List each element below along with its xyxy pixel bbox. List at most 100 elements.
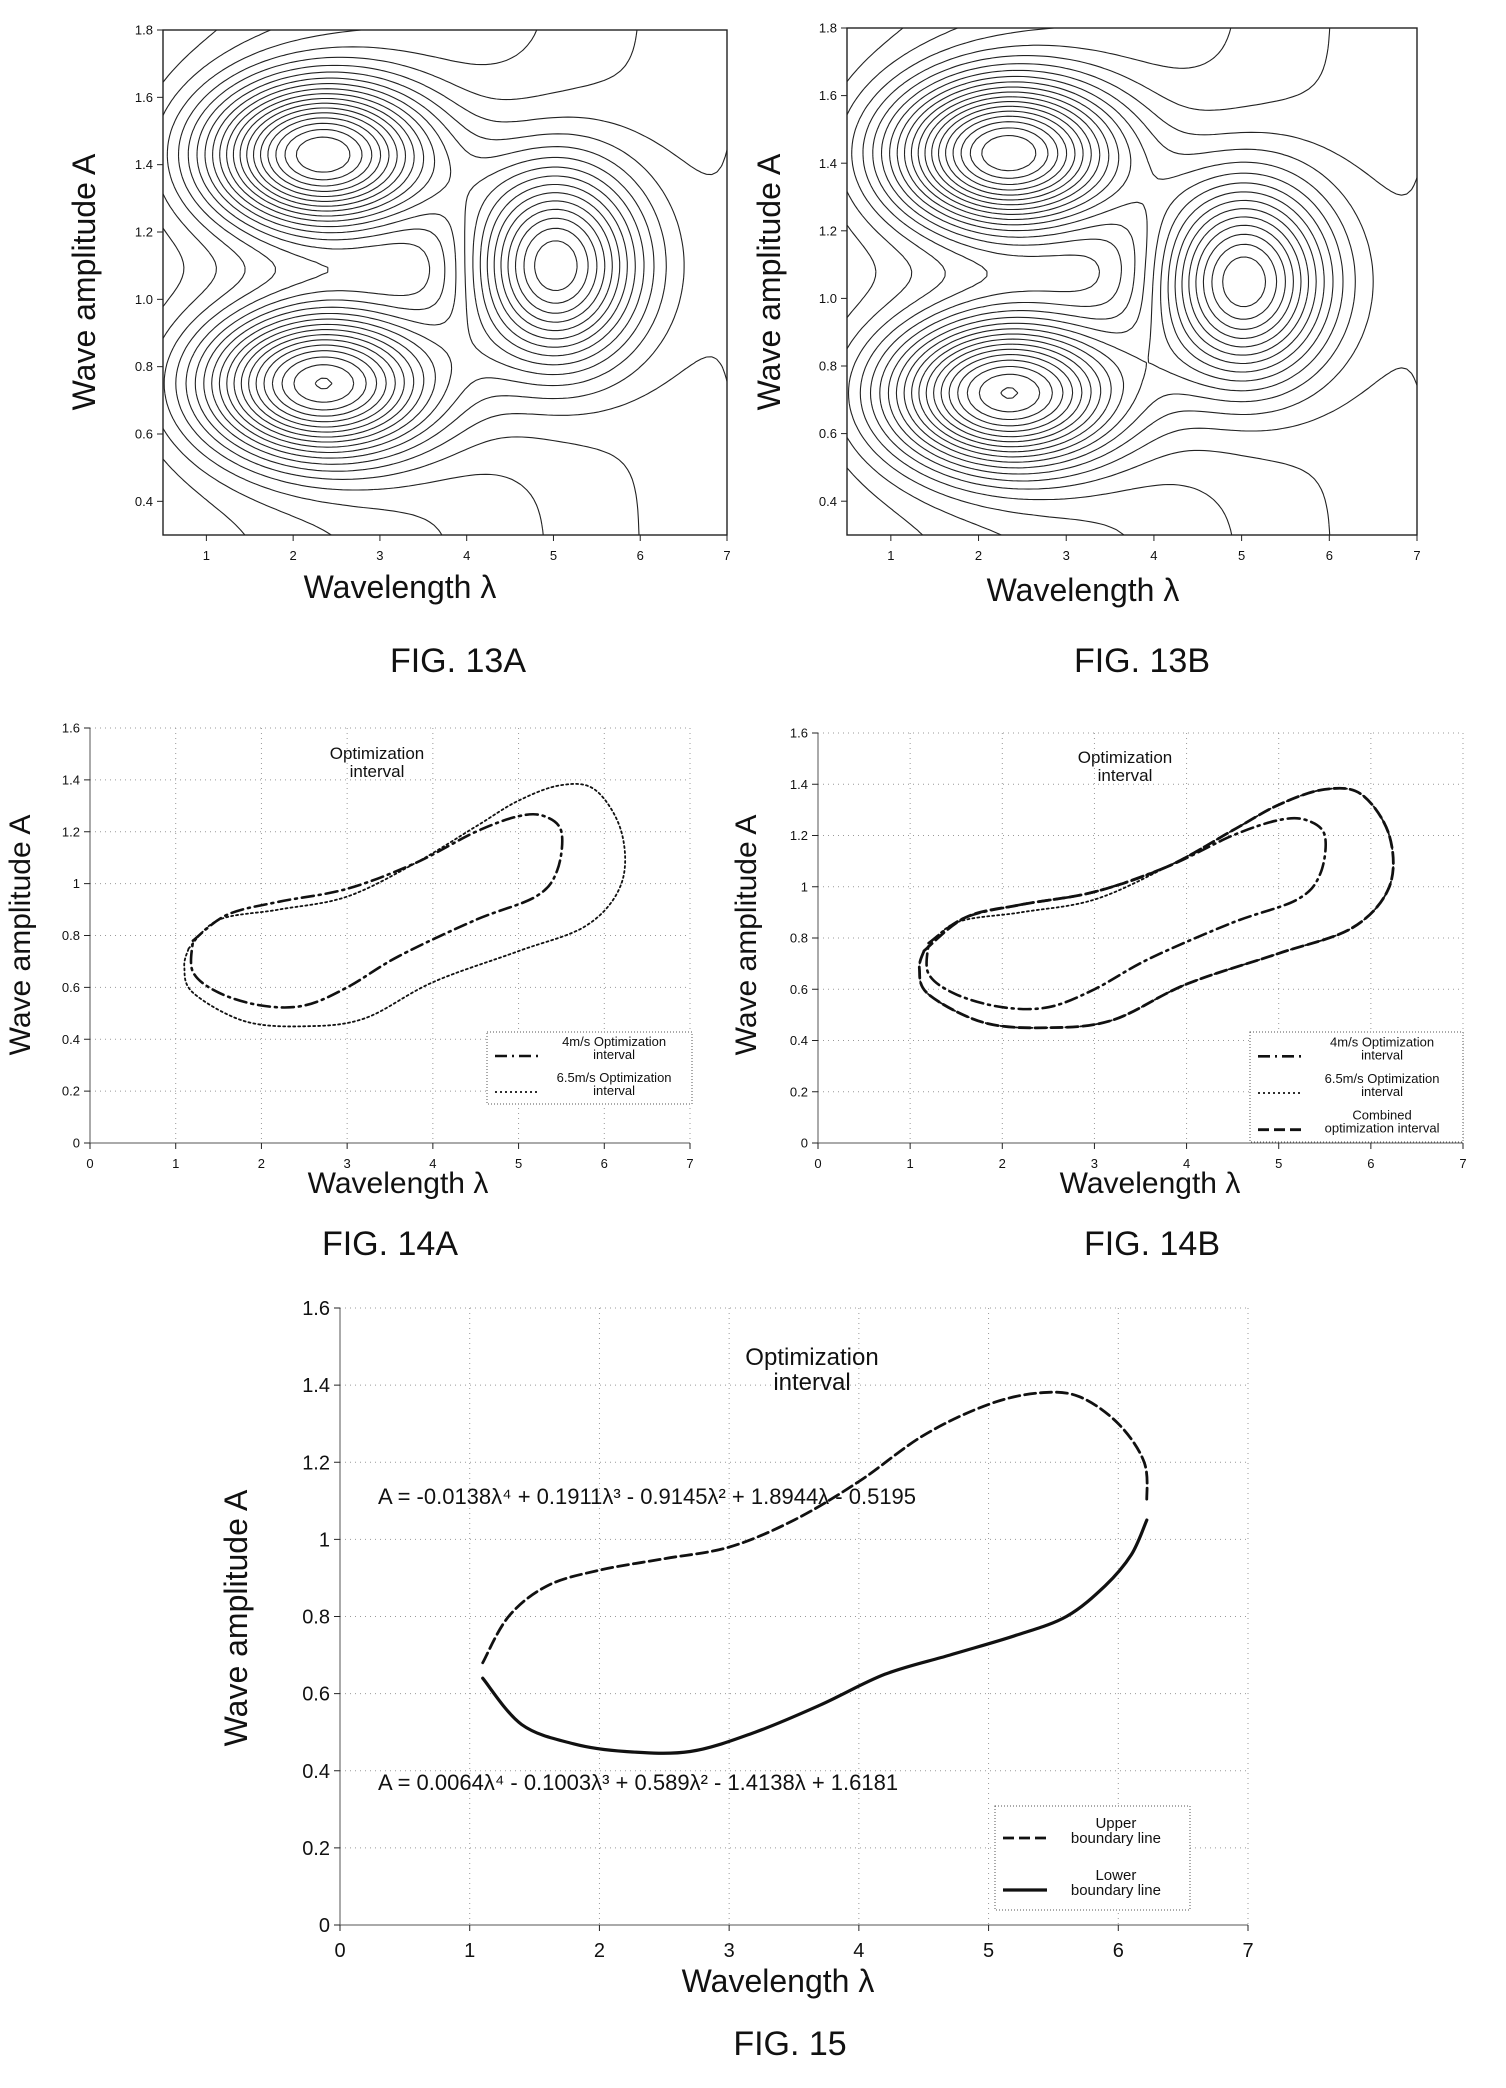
legend-label: interval	[593, 1047, 635, 1062]
legend-label: interval	[1361, 1047, 1403, 1062]
x-tick-label: 5	[1238, 548, 1245, 563]
y-axis-label: Wave amplitude A	[730, 815, 763, 1056]
x-tick-label: 3	[1063, 548, 1070, 563]
y-tick-label: 1.4	[62, 772, 80, 787]
contour-line	[239, 97, 628, 438]
x-tick-label: 5	[515, 1156, 522, 1171]
series-line	[183, 782, 627, 1028]
y-tick-label: 1	[801, 879, 808, 894]
legend-label: boundary line	[1071, 1882, 1161, 1899]
y-tick-label: 0.8	[62, 928, 80, 943]
y-tick-label: 1.0	[819, 291, 837, 306]
contour-line	[910, 86, 1334, 458]
x-tick-label: 4	[1183, 1156, 1190, 1171]
x-tick-label: 6	[1113, 1940, 1124, 1962]
x-tick-label: 1	[907, 1156, 914, 1171]
contour-line	[960, 121, 1278, 421]
contour-line	[295, 136, 351, 390]
x-tick-label: 4	[853, 1940, 864, 1962]
y-tick-label: 0.4	[790, 1033, 808, 1048]
x-tick-label: 7	[1459, 1156, 1466, 1171]
y-tick-label: 0.4	[302, 1761, 330, 1783]
y-tick-label: 1	[319, 1529, 330, 1551]
optimization-annotation: Optimization	[1078, 748, 1172, 767]
x-axis-label: Wavelength λ	[987, 572, 1180, 608]
y-tick-label: 1	[73, 876, 80, 891]
series-line	[925, 816, 1327, 1011]
legend-label: Upper	[1095, 1815, 1136, 1832]
legend-label: optimization interval	[1325, 1121, 1440, 1136]
y-tick-label: 1.2	[135, 225, 153, 240]
y-tick-label: 0.4	[819, 494, 837, 509]
y-tick-label: 1.4	[790, 777, 808, 792]
y-tick-label: 1.2	[819, 223, 837, 238]
x-tick-label: 2	[290, 548, 297, 563]
x-tick-label: 5	[550, 548, 557, 563]
x-tick-label: 3	[1091, 1156, 1098, 1171]
x-tick-label: 0	[86, 1156, 93, 1171]
plot-frame	[846, 27, 1418, 536]
contour-line	[163, 30, 332, 535]
y-tick-label: 1.0	[135, 292, 153, 307]
contour-line	[879, 63, 1417, 482]
contour-line	[163, 30, 246, 535]
chart-14b: 0 1 2 3 4 5 6 7 0 0.2 0.4 0.6 0.8 1 1.2 1.4 1.6 Wavelengt…	[730, 726, 1467, 1263]
optimization-annotation: interval	[773, 1369, 850, 1396]
fit-equation: A = 0.0064λ⁴ - 0.1003λ³ + 0.589λ² - 1.41…	[378, 1770, 898, 1795]
contour-line	[945, 110, 1294, 432]
y-tick-label: 1.2	[790, 828, 808, 843]
contour-line	[895, 75, 1356, 469]
y-tick-label: 0.8	[302, 1607, 330, 1629]
figure-caption: FIG. 14B	[1084, 1225, 1220, 1263]
y-tick-label: 1.6	[135, 90, 153, 105]
contour-line	[931, 100, 1310, 443]
chart-13a: 1 2 3 4 5 6 7 0.4 0.6 0.8 1.0 1.2 1.4 1.6 1.8 Wavelengt…	[66, 23, 731, 680]
x-tick-label: 5	[1275, 1156, 1282, 1171]
y-axis-label: Wave amplitude A	[218, 1489, 254, 1746]
contour-line	[267, 117, 598, 417]
chart-15: 0 1 2 3 4 5 6 7 0 0.2 0.4 0.6 0.8 1 1.2 1.4 1.6 Wavelengt…	[218, 1298, 1254, 2063]
y-tick-label: 1.8	[819, 21, 837, 36]
contour-line	[859, 28, 1233, 535]
contour-line	[218, 83, 655, 454]
y-tick-label: 1.8	[135, 23, 153, 38]
x-tick-label: 6	[1367, 1156, 1374, 1171]
legend-label: 6.5m/s Optimization	[1325, 1071, 1440, 1086]
x-tick-label: 6	[637, 548, 644, 563]
chart-14a: 0 1 2 3 4 5 6 7 0 0.2 0.4 0.6 0.8 1 1.2 1.4 1.6 Wavelengt…	[4, 721, 694, 1263]
x-tick-label: 4	[463, 548, 470, 563]
contour-line	[185, 30, 640, 535]
x-tick-label: 3	[376, 548, 383, 563]
contour-line	[163, 30, 443, 535]
legend-box	[1249, 1031, 1464, 1143]
y-tick-label: 1.6	[302, 1298, 330, 1320]
y-tick-label: 1.4	[302, 1375, 330, 1397]
x-tick-label: 4	[1150, 548, 1157, 563]
contour-line	[232, 93, 636, 443]
x-tick-label: 2	[975, 548, 982, 563]
y-tick-label: 1.4	[819, 156, 837, 171]
legend-label: 4m/s Optimization	[562, 1034, 666, 1049]
plot-frame	[162, 29, 728, 536]
series-line	[189, 812, 564, 1009]
contour-line	[952, 115, 1286, 427]
y-tick-label: 1.6	[62, 721, 80, 736]
x-tick-label: 7	[723, 548, 730, 563]
legend-label: Lower	[1095, 1867, 1136, 1884]
x-tick-label: 1	[887, 548, 894, 563]
optimization-annotation: Optimization	[330, 744, 424, 763]
series-line	[481, 1390, 1149, 1665]
contour-field	[163, 30, 727, 535]
y-tick-label: 1.6	[819, 88, 837, 103]
y-tick-label: 1.6	[790, 726, 808, 741]
y-tick-label: 0	[801, 1136, 808, 1151]
x-tick-label: 1	[203, 548, 210, 563]
x-tick-label: 0	[814, 1156, 821, 1171]
legend-label: boundary line	[1071, 1830, 1161, 1847]
figure-caption: FIG. 14A	[322, 1225, 458, 1263]
contour-line	[924, 96, 1317, 448]
contour-line	[969, 127, 1267, 413]
x-tick-label: 7	[1413, 548, 1420, 563]
